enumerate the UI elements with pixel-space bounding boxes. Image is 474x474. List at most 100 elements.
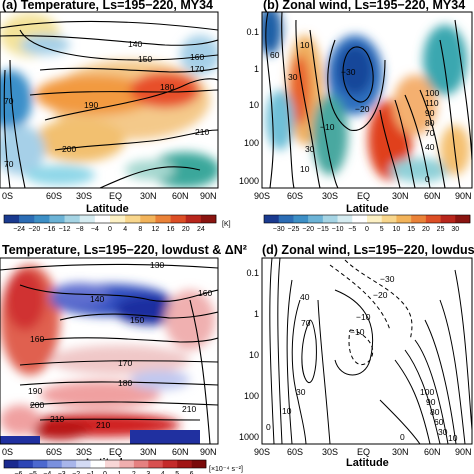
panel-d-contour-label: 40 [300,292,310,302]
panel-d-y-tick: 0.1 [246,268,259,278]
colorbar-segment [455,215,471,223]
panel-d-xlabel: Latitude [346,457,389,469]
colorbar-segment [425,215,441,223]
colorbar-tick: 10 [393,226,401,233]
panel-a-contour-label: 190 [84,100,98,110]
panel-d-contour-label: −20 [373,290,388,300]
panel-b-contour-label: 30 [305,144,315,154]
panel-c-contour-label: 210 [182,404,196,414]
colorbar-tick: 15 [407,226,415,233]
panel-a-title: (a) Temperature, Ls=195−220, MY34 [2,0,213,12]
panel-d-x-tick: 60S [287,447,303,457]
panel-d-contour-label: −10 [350,327,365,337]
panel-c: 130 140 150 160 160 170 180 190 200 210 … [0,243,247,474]
colorbar-tick: 5 [380,226,384,233]
panel-b-x-tick: 30N [392,191,409,201]
colorbar-tick: −4 [91,226,99,233]
panel-c-contour-label: 160 [30,334,44,344]
panel-c-colorbar: −6 −5 −4 −3 −2 −1 0 1 2 3 4 5 6 [3,459,207,474]
colorbar-tick: 4 [161,471,165,474]
panel-c-contour-label: 180 [118,378,132,388]
panel-b-contour-label: 90 [425,108,435,118]
panel-d-x-tick: EQ [357,447,370,457]
colorbar-tick: 20 [182,226,190,233]
colorbar-segment [94,215,111,223]
panel-a-contour-label: 70 [4,96,14,106]
panel-a-x-tick: 0S [2,191,13,201]
colorbar-segment [264,215,280,223]
panel-b-contour-label: −20 [355,104,370,114]
panel-d-title: (d) Zonal wind, Ls=195−220, lowdus [262,243,474,257]
panel-c-shading [0,265,215,444]
colorbar-tick: 5 [175,471,179,474]
colorbar-segment [278,215,294,223]
colorbar-segment [64,215,81,223]
panel-b-contour-label: 70 [425,128,435,138]
panel-d: −30 −20 −10 −10 40 70 30 10 100 90 80 60… [239,243,474,469]
colorbar-segment [105,460,120,468]
colorbar-segment [170,215,187,223]
panel-a: 140 150 160 170 180 190 200 210 70 70 (a… [0,0,231,233]
panel-a-contour-label: 180 [160,82,174,92]
panel-b-contour-label: 30 [288,72,298,82]
panel-d-contour-label: 80 [430,407,440,417]
colorbar-segment [18,460,34,468]
panel-c-contour-label: 190 [28,386,42,396]
colorbar-segment [367,215,383,223]
colorbar-segment [322,215,338,223]
colorbar-tick: 4 [123,226,127,233]
panel-d-contour-label: −10 [356,312,371,322]
panel-b-contour-label: 10 [300,40,310,50]
panel-a-contour-label: 160 [190,52,204,62]
colorbar-tick: −10 [332,226,344,233]
colorbar-segment [125,215,141,223]
panel-b: −30 −20 −10 60 30 10 100 110 90 80 70 40… [239,0,473,233]
colorbar-tick: −3 [58,471,66,474]
panel-d-contour-label: 70 [301,318,311,328]
panel-b-x-tick: EQ [357,191,370,201]
panel-d-contour-label: 100 [420,387,434,397]
colorbar-tick: 2 [132,471,136,474]
panel-a-x-tick: 30N [140,191,157,201]
colorbar-tick: 30 [451,226,459,233]
panel-b-contour-label: −10 [320,122,335,132]
panel-d-x-tick: 60N [424,447,441,457]
panel-c-contour-label: 170 [118,358,132,368]
panel-a-x-tick: 30S [76,191,92,201]
panel-d-y-tick: 10 [249,350,259,360]
colorbar-segment [110,215,126,223]
panel-c-contours [0,263,218,444]
colorbar-segment [200,215,217,223]
panel-b-x-tick: 90S [254,191,270,201]
colorbar-segment [191,460,207,468]
panel-a-contour-label: 70 [4,159,14,169]
colorbar-segment [293,215,309,223]
colorbar-tick: 12 [152,226,160,233]
panel-d-x-tick: 90N [455,447,472,457]
panel-c-contour-label: 140 [90,294,104,304]
colorbar-segment [411,215,427,223]
panel-c-colorbar-unit: [×10⁻⁴ s⁻²] [209,466,243,473]
panel-d-contour-label: 60 [434,417,444,427]
colorbar-segment [337,215,353,223]
panel-d-y-tick: 1000 [239,432,259,442]
colorbar-tick: 6 [190,471,194,474]
colorbar-tick: −6 [14,471,22,474]
colorbar-tick: 8 [138,226,142,233]
panel-a-contour-label: 140 [128,39,142,49]
panel-b-y-ticks: 0.1 1 10 100 1000 [239,27,259,186]
colorbar-segment [47,460,63,468]
colorbar-segment [308,215,324,223]
colorbar-segment [177,460,192,468]
panel-c-x-tick: 30S [76,447,92,457]
colorbar-segment [90,460,106,468]
colorbar-tick: 1 [117,471,121,474]
colorbar-segment [49,215,65,223]
colorbar-tick: 25 [437,226,445,233]
panel-b-contour-label: 100 [425,88,439,98]
panel-d-y-ticks: 0.1 1 10 100 1000 [239,268,259,442]
colorbar-tick: 3 [146,471,150,474]
panel-a-contours [0,20,218,188]
panel-c-x-tick: 30N [140,447,157,457]
colorbar-tick: 0 [108,226,112,233]
